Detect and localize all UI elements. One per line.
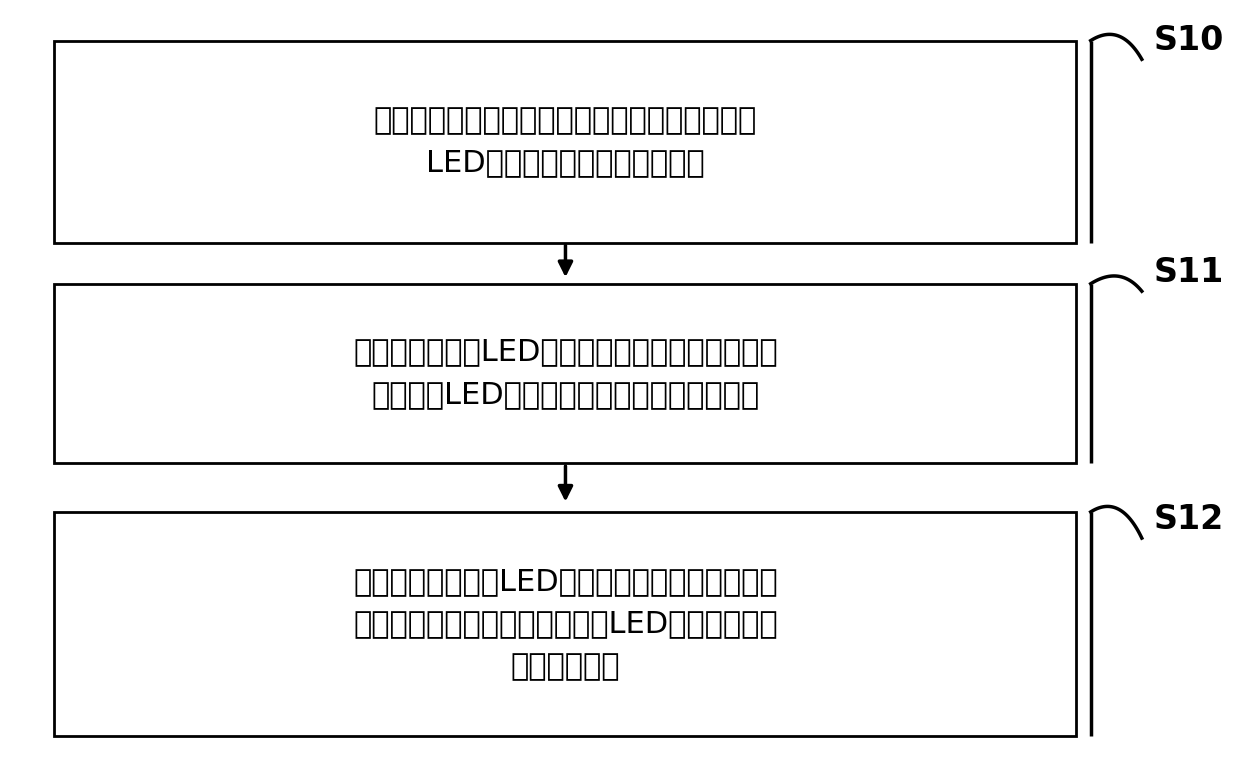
FancyBboxPatch shape bbox=[55, 283, 1077, 463]
Text: 向谐振变换网络输入驱动信号，并开始采样各路
LED串的流过电流以及两端电压: 向谐振变换网络输入驱动信号，并开始采样各路 LED串的流过电流以及两端电压 bbox=[374, 106, 757, 178]
FancyBboxPatch shape bbox=[55, 40, 1077, 242]
Text: S10: S10 bbox=[1154, 24, 1224, 57]
Text: 当检测到每一路LED串的流过电流达到额定值时，
检测各路LED串的两端电压是否超出预设范围: 当检测到每一路LED串的流过电流达到额定值时， 检测各路LED串的两端电压是否超… bbox=[353, 338, 778, 409]
Text: S12: S12 bbox=[1154, 503, 1224, 536]
FancyBboxPatch shape bbox=[55, 512, 1077, 736]
Text: 若检测到至少一路LED串的两端电压超出预设范围
，则调节驱动信号，使其余各路LED串的流过电流
维持在额定值: 若检测到至少一路LED串的两端电压超出预设范围 ，则调节驱动信号，使其余各路LE… bbox=[353, 567, 778, 681]
Text: S11: S11 bbox=[1154, 256, 1224, 289]
